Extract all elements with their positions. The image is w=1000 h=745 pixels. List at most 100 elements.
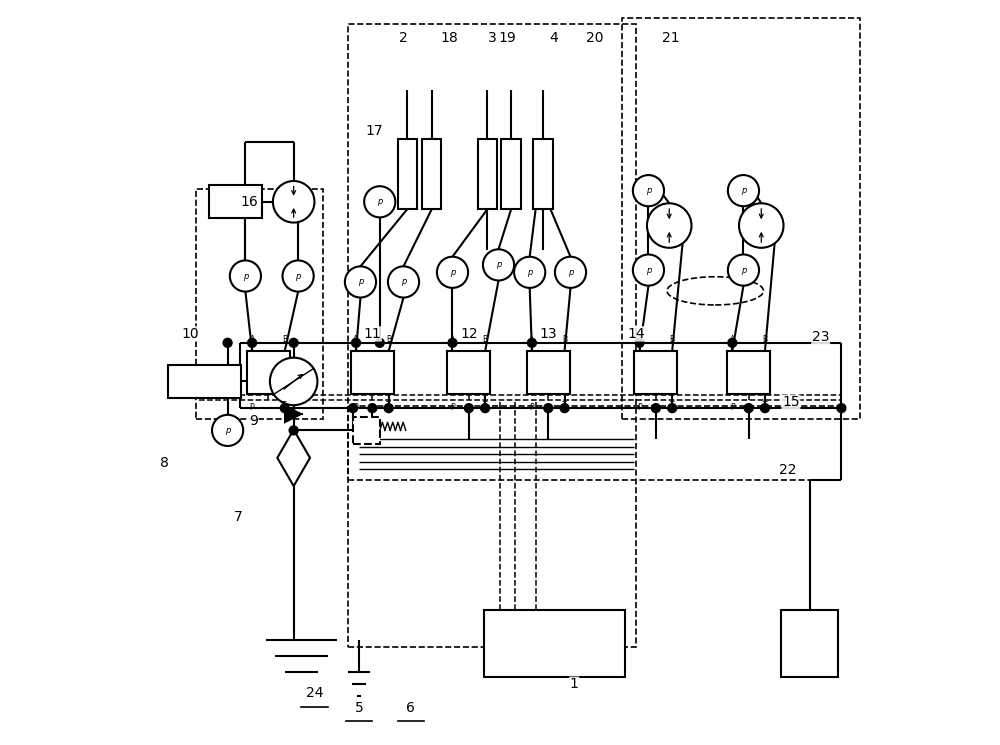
Circle shape bbox=[352, 338, 360, 347]
Circle shape bbox=[289, 338, 298, 347]
Text: p: p bbox=[225, 426, 230, 435]
Circle shape bbox=[668, 404, 677, 413]
Text: A: A bbox=[249, 335, 255, 344]
Text: p: p bbox=[354, 401, 358, 410]
Text: p: p bbox=[450, 267, 455, 277]
Text: 6: 6 bbox=[406, 701, 415, 715]
Text: 1: 1 bbox=[570, 677, 579, 691]
Text: 12: 12 bbox=[460, 327, 478, 341]
Text: p: p bbox=[450, 401, 455, 410]
Text: 17: 17 bbox=[365, 124, 383, 139]
Bar bbox=[351, 351, 394, 394]
Circle shape bbox=[481, 404, 490, 413]
Text: 18: 18 bbox=[441, 31, 458, 45]
Circle shape bbox=[651, 404, 660, 413]
Text: p: p bbox=[377, 197, 382, 206]
Circle shape bbox=[364, 186, 395, 218]
Text: B: B bbox=[483, 335, 488, 344]
Circle shape bbox=[514, 257, 545, 288]
Text: p: p bbox=[741, 265, 746, 275]
Text: 16: 16 bbox=[240, 194, 258, 209]
Circle shape bbox=[837, 404, 846, 413]
Circle shape bbox=[633, 255, 664, 285]
Text: 23: 23 bbox=[812, 330, 829, 344]
Text: 4: 4 bbox=[549, 31, 558, 45]
Circle shape bbox=[375, 338, 384, 347]
Text: 2: 2 bbox=[399, 31, 408, 45]
Bar bbox=[781, 610, 838, 676]
Text: 7: 7 bbox=[234, 510, 243, 524]
Text: T: T bbox=[483, 401, 487, 410]
Text: p: p bbox=[646, 186, 651, 195]
Text: A: A bbox=[450, 335, 455, 344]
Text: T: T bbox=[670, 401, 675, 410]
Text: B: B bbox=[386, 335, 391, 344]
Circle shape bbox=[544, 404, 553, 413]
Circle shape bbox=[280, 404, 289, 413]
Text: B: B bbox=[282, 335, 287, 344]
Text: T: T bbox=[282, 401, 287, 410]
Bar bbox=[196, 189, 323, 419]
Bar bbox=[247, 351, 290, 394]
Circle shape bbox=[464, 404, 473, 413]
Text: p: p bbox=[637, 401, 642, 410]
Circle shape bbox=[483, 250, 514, 280]
Bar bbox=[348, 406, 841, 480]
Bar bbox=[727, 351, 770, 394]
Bar bbox=[634, 351, 677, 394]
Text: p: p bbox=[646, 265, 651, 275]
Text: 22: 22 bbox=[779, 463, 797, 478]
Text: 5: 5 bbox=[355, 701, 363, 715]
Circle shape bbox=[437, 257, 468, 288]
Bar bbox=[422, 139, 441, 209]
Circle shape bbox=[349, 404, 357, 413]
Text: T: T bbox=[386, 401, 391, 410]
Text: 3: 3 bbox=[488, 31, 497, 45]
Circle shape bbox=[527, 338, 536, 347]
Circle shape bbox=[289, 426, 298, 435]
Circle shape bbox=[273, 181, 314, 223]
Text: A: A bbox=[730, 335, 735, 344]
Text: B: B bbox=[670, 335, 675, 344]
Text: p: p bbox=[568, 267, 573, 277]
Bar bbox=[533, 139, 553, 209]
Circle shape bbox=[388, 267, 419, 297]
Circle shape bbox=[728, 338, 737, 347]
Circle shape bbox=[744, 404, 753, 413]
Circle shape bbox=[555, 257, 586, 288]
Text: p: p bbox=[295, 271, 301, 281]
Bar bbox=[168, 365, 241, 398]
Bar bbox=[348, 24, 636, 647]
Text: 21: 21 bbox=[662, 31, 680, 45]
Text: p: p bbox=[358, 277, 363, 286]
Bar bbox=[398, 139, 417, 209]
Text: p: p bbox=[527, 267, 532, 277]
Circle shape bbox=[761, 404, 769, 413]
Circle shape bbox=[633, 175, 664, 206]
Circle shape bbox=[384, 404, 393, 413]
Bar bbox=[501, 139, 521, 209]
Text: B: B bbox=[562, 335, 567, 344]
Text: p: p bbox=[730, 401, 735, 410]
Text: p: p bbox=[401, 277, 406, 286]
Text: p: p bbox=[529, 401, 534, 410]
Circle shape bbox=[212, 415, 243, 446]
Circle shape bbox=[270, 358, 317, 405]
Text: 13: 13 bbox=[539, 327, 557, 341]
Polygon shape bbox=[284, 405, 303, 424]
Text: B: B bbox=[762, 335, 768, 344]
Bar bbox=[484, 610, 625, 676]
Text: 24: 24 bbox=[306, 686, 323, 700]
Text: 11: 11 bbox=[363, 327, 381, 341]
Bar bbox=[527, 351, 570, 394]
Circle shape bbox=[647, 203, 691, 248]
Circle shape bbox=[728, 255, 759, 285]
Text: 14: 14 bbox=[627, 327, 645, 341]
Circle shape bbox=[368, 404, 377, 413]
Text: p: p bbox=[496, 261, 501, 270]
Circle shape bbox=[248, 338, 257, 347]
Circle shape bbox=[230, 261, 261, 291]
Circle shape bbox=[728, 175, 759, 206]
Circle shape bbox=[283, 261, 314, 291]
Circle shape bbox=[223, 338, 232, 347]
